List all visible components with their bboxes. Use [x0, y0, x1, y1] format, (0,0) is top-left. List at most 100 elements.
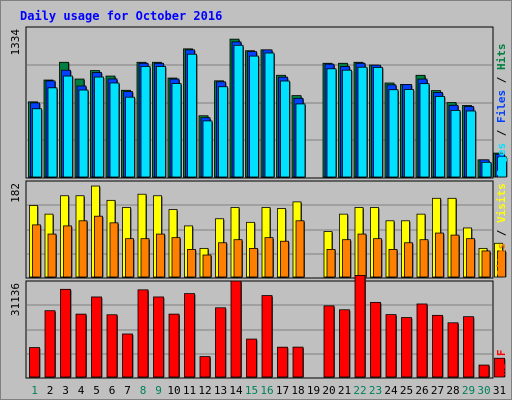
legend-entry: / — [495, 70, 508, 90]
bar-pages-day-24 — [388, 89, 399, 178]
bar-kbytes-day-14 — [230, 280, 242, 378]
bar-pages-day-30 — [481, 161, 492, 178]
bar-pages-day-28 — [450, 110, 461, 178]
bar-kbytes-day-18 — [292, 346, 304, 378]
bar-kbytes-day-22 — [354, 275, 366, 378]
ymax-label: 1334 — [9, 29, 22, 56]
bar-sites-day-20 — [326, 249, 336, 278]
bar-pages-day-25 — [404, 89, 414, 178]
bar-sites-day-29 — [466, 238, 475, 278]
bar-pages-day-29 — [466, 110, 476, 178]
legend-middle: Sites / Visits — [495, 183, 508, 276]
x-tick-label-22: 22 — [353, 384, 366, 397]
bar-sites-day-5 — [94, 215, 103, 278]
bar-pages-day-8 — [140, 66, 151, 178]
bar-kbytes-day-11 — [184, 293, 195, 378]
bar-pages-day-13 — [218, 86, 228, 178]
bar-kbytes-day-4 — [75, 313, 87, 378]
x-tick-label-25: 25 — [400, 384, 413, 397]
x-tick-label-20: 20 — [322, 384, 335, 397]
bar-pages-day-7 — [125, 96, 135, 178]
bar-pages-day-20 — [326, 68, 337, 178]
x-tick-label-21: 21 — [338, 384, 351, 397]
bar-sites-day-3 — [63, 225, 72, 278]
x-tick-label-29: 29 — [462, 384, 475, 397]
ymax-label: 31136 — [9, 283, 22, 316]
legend-top: Pages / Files / Hits — [495, 44, 508, 177]
x-tick-label-31: 31 — [493, 384, 506, 397]
x-tick-label-24: 24 — [384, 384, 398, 397]
bar-kbytes-day-13 — [215, 307, 226, 378]
x-tick-label-30: 30 — [477, 384, 490, 397]
x-tick-label-26: 26 — [415, 384, 428, 397]
bar-pages-day-11 — [187, 53, 197, 178]
x-tick-label-23: 23 — [369, 384, 382, 397]
bar-pages-day-12 — [202, 120, 213, 178]
bar-sites-day-30 — [481, 250, 491, 278]
bar-sites-day-12 — [202, 254, 212, 278]
x-tick-label-8: 8 — [140, 384, 147, 397]
x-tick-label-1: 1 — [31, 384, 38, 397]
bar-kbytes-day-27 — [432, 314, 443, 378]
panel-top: 1334 — [9, 26, 508, 179]
x-tick-label-10: 10 — [167, 384, 180, 397]
panel-middle: 182 — [9, 180, 507, 279]
bar-sites-day-25 — [404, 242, 413, 278]
x-tick-label-13: 13 — [214, 384, 227, 397]
bar-sites-day-27 — [435, 232, 444, 278]
x-tick-label-19: 19 — [307, 384, 320, 397]
bar-pages-day-2 — [47, 87, 58, 178]
x-tick-label-6: 6 — [109, 384, 116, 397]
bar-pages-day-4 — [78, 89, 89, 178]
panel-border — [25, 180, 494, 279]
legend-bottom: kB F — [495, 350, 508, 377]
bar-pages-day-9 — [156, 66, 166, 178]
bar-kbytes-day-20 — [323, 305, 335, 378]
chart-title: Daily usage for October 2016 — [20, 9, 222, 23]
bar-sites-day-24 — [388, 249, 398, 278]
bar-pages-day-14 — [233, 44, 244, 178]
x-tick-label-3: 3 — [62, 384, 69, 397]
x-tick-label-5: 5 — [93, 384, 100, 397]
bar-pages-day-10 — [171, 83, 182, 178]
bar-pages-day-18 — [295, 103, 306, 178]
bar-pages-day-26 — [419, 83, 430, 178]
bar-kbytes-day-17 — [277, 346, 288, 378]
bar-pages-day-22 — [357, 66, 368, 178]
legend-entry: Pages — [495, 143, 508, 176]
bar-kbytes-day-5 — [91, 296, 102, 378]
bar-sites-day-8 — [140, 238, 150, 278]
x-tick-label-11: 11 — [183, 384, 196, 397]
legend-text: Pages / Files / Hits — [495, 44, 508, 177]
bar-kbytes-day-9 — [153, 296, 164, 378]
bar-pages-day-21 — [342, 69, 352, 178]
bar-sites-day-14 — [233, 239, 243, 278]
bar-sites-day-7 — [125, 238, 134, 278]
legend-entry: / — [495, 123, 508, 143]
bar-sites-day-31 — [497, 250, 506, 278]
bar-sites-day-21 — [342, 239, 351, 278]
bar-sites-day-16 — [264, 237, 274, 278]
bar-kbytes-day-29 — [463, 316, 474, 378]
x-tick-label-17: 17 — [276, 384, 289, 397]
bar-kbytes-day-10 — [168, 313, 180, 378]
x-tick-label-27: 27 — [431, 384, 444, 397]
bar-kbytes-day-12 — [199, 356, 211, 378]
bar-kbytes-day-26 — [416, 303, 428, 378]
bar-kbytes-day-7 — [122, 333, 133, 378]
bar-sites-day-6 — [109, 222, 119, 278]
bar-kbytes-day-1 — [29, 347, 40, 378]
bar-kbytes-day-30 — [478, 364, 490, 378]
bar-sites-day-1 — [32, 224, 41, 278]
bar-pages-day-23 — [373, 67, 383, 178]
legend-entry: Files — [495, 90, 508, 123]
panel-border — [25, 280, 494, 379]
bar-kbytes-day-2 — [44, 310, 56, 378]
x-tick-label-14: 14 — [229, 384, 243, 397]
x-tick-label-15: 15 — [245, 384, 258, 397]
bar-sites-day-26 — [419, 239, 429, 278]
x-tick-label-7: 7 — [124, 384, 131, 397]
bar-sites-day-28 — [450, 234, 460, 278]
